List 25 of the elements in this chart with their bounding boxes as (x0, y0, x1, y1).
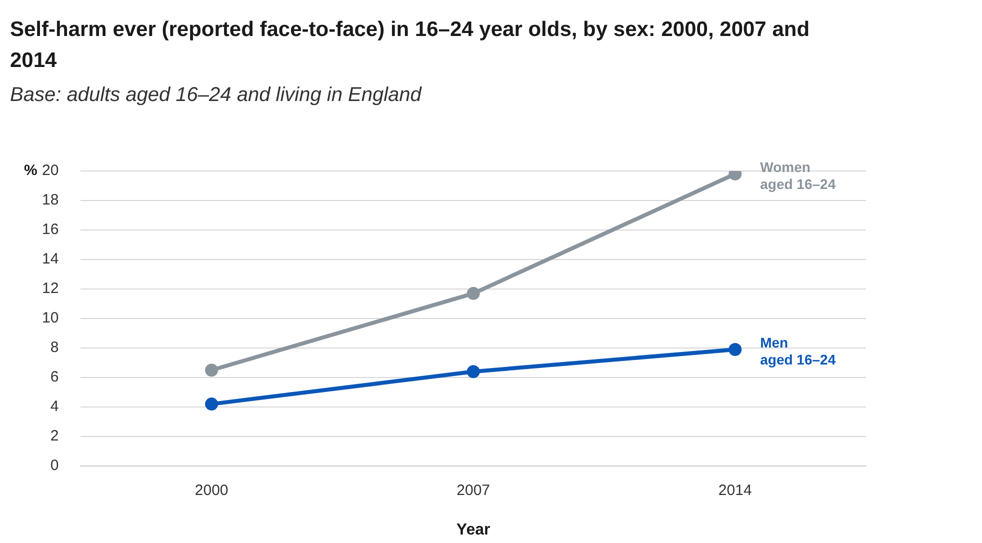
point (205, 398, 218, 411)
point (205, 364, 218, 377)
y-tick-label: 6 (50, 368, 59, 386)
y-tick-label: 14 (42, 250, 59, 268)
point (466, 365, 480, 378)
y-axis-title: % (24, 162, 38, 180)
y-tick-label: 12 (42, 280, 59, 298)
chart-title: Self-harm ever (reported face-to-face) in 16–24 year olds, by sex: 2000, 2007 and 2014 (10, 17, 811, 74)
chart-subtitle: Base: adults aged 16–24 and living in England (10, 84, 422, 107)
y-tick-label: 10 (42, 310, 59, 327)
y-tick-label: 0 (50, 457, 59, 474)
y-tick-label: 4 (50, 398, 59, 416)
y-tick-label: 16 (42, 221, 59, 238)
x-axis-title: Year (456, 521, 490, 538)
y-tick-label: 2 (50, 428, 59, 445)
x-tick-label: 2000 (194, 482, 228, 500)
y-tick-label: 18 (42, 192, 59, 209)
x-tick-label: 2007 (456, 482, 490, 500)
point (728, 342, 742, 356)
x-tick-label: 2014 (718, 482, 752, 500)
y-tick-label: 8 (50, 339, 59, 356)
series-label: Men aged 16–24 (760, 334, 836, 368)
y-tick-label: 20 (42, 162, 59, 180)
series-label: Women aged 16–24 (760, 158, 836, 192)
point (466, 286, 480, 300)
